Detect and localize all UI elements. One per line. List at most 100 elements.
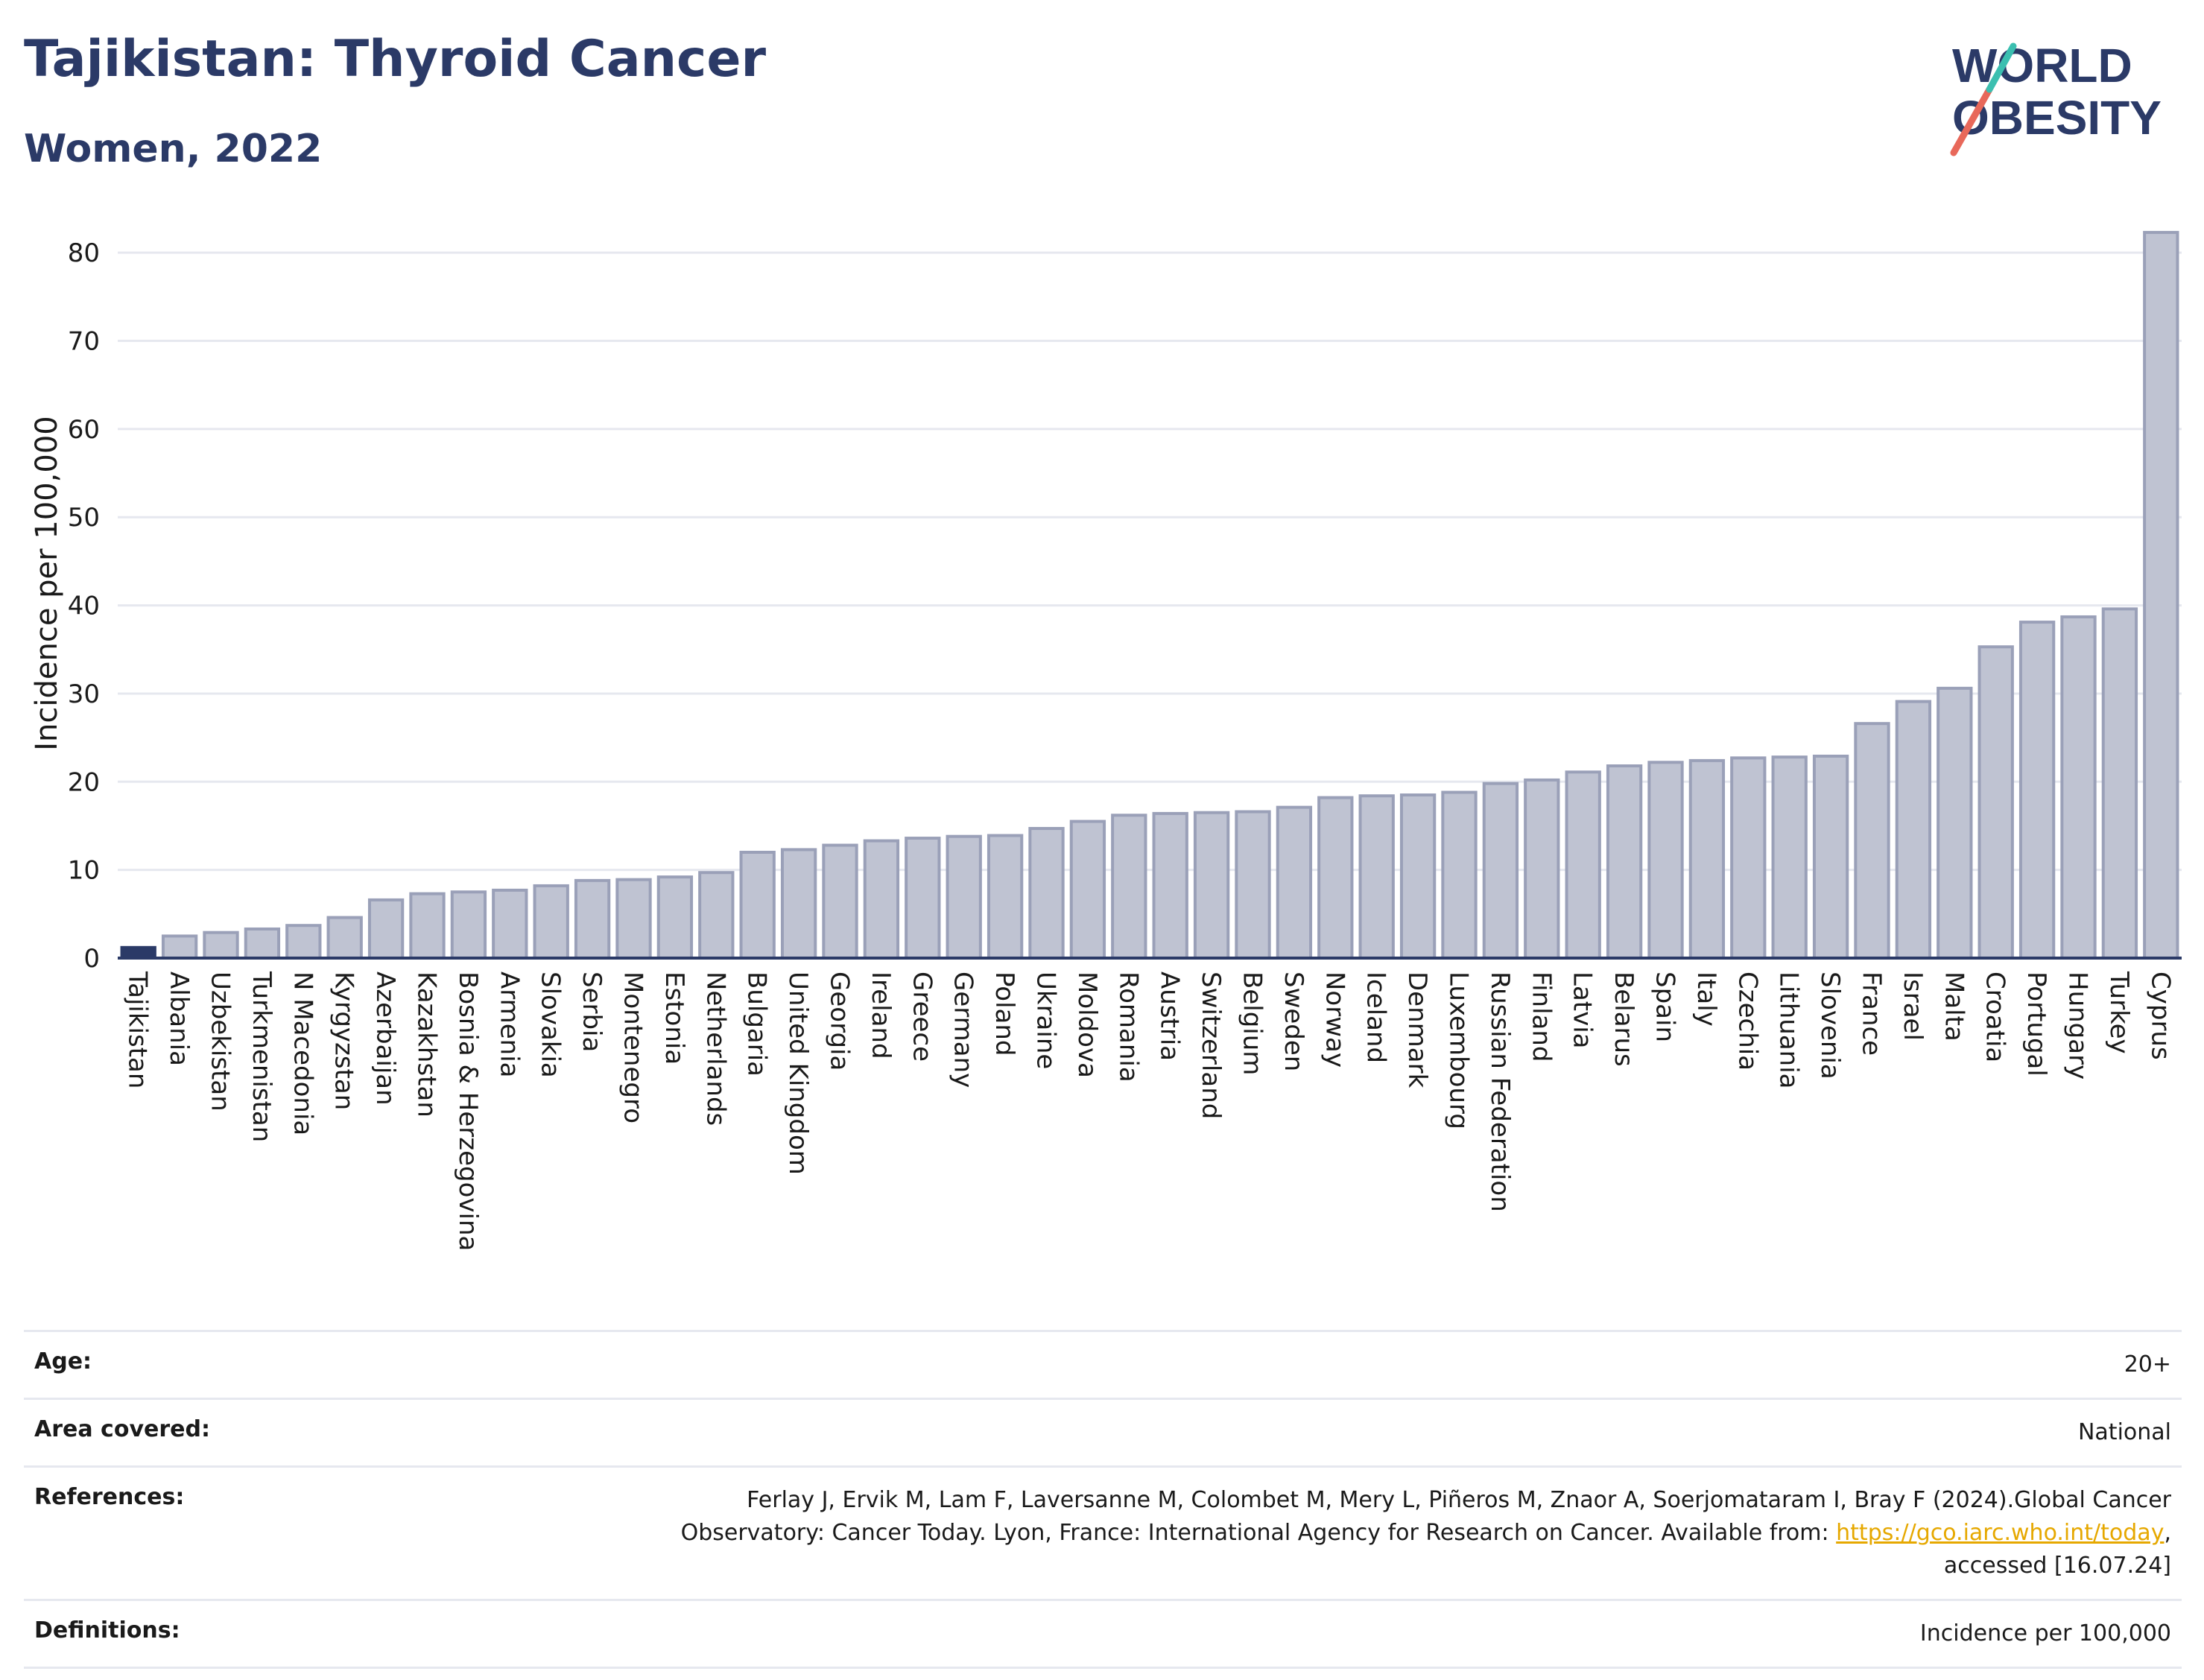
bar [244,927,281,960]
bar [1028,827,1065,960]
bar [698,871,735,960]
chart-subtitle: Women, 2022 [24,127,323,171]
references-link[interactable]: https://gco.iarc.who.int/today [1836,1520,2165,1546]
x-tick-label: Latvia [1568,971,1597,1049]
x-tick-label: Denmark [1402,971,1432,1088]
info-row-definitions: Definitions: Incidence per 100,000 [24,1599,2182,1669]
x-tick-label: Belgium [1238,971,1267,1075]
x-tick-label: Kyrgyzstan [329,971,359,1110]
info-table: Age: 20+ Area covered: National Referenc… [24,1330,2182,1669]
bar [1193,811,1230,960]
x-tick-label: Iceland [1361,971,1391,1063]
bar [2060,615,2097,960]
bar [367,898,405,960]
bar [1358,794,1395,960]
definitions-label: Definitions: [34,1617,180,1643]
bar [615,878,652,960]
area-value: National [2077,1419,2171,1445]
bar [1647,761,1684,960]
bar [1152,811,1188,960]
bar [1482,782,1519,960]
x-tick-label: Bulgaria [742,971,772,1077]
bar [1977,645,2014,960]
y-tick-label: 40 [68,592,100,621]
x-tick-label: Ukraine [1031,971,1061,1069]
bar [2143,230,2179,960]
bar [120,945,156,960]
x-tick-label: Israel [1898,971,1928,1041]
bar [1854,722,1890,960]
x-tick-label: Kazakhstan [412,971,442,1118]
bar [533,884,569,960]
x-tick-label: Spain [1650,971,1680,1042]
y-tick-label: 0 [83,944,100,974]
bar [2018,621,2056,960]
bar [780,848,817,960]
x-tick-label: Montenegro [618,971,648,1123]
bar [987,834,1024,960]
x-tick-label: Austria [1155,971,1185,1061]
bar [1812,754,1849,960]
references-text-3: accessed [16.07.24] [1943,1553,2171,1579]
x-tick-label: Poland [989,971,1019,1056]
x-tick-label: Portugal [2021,971,2051,1077]
x-tick-label: Czechia [1732,971,1762,1071]
x-tick-label: Serbia [577,971,607,1052]
x-tick-label: N Macedonia [288,971,317,1135]
bar [1111,814,1147,960]
y-axis-title: Incidence per 100,000 [30,416,64,751]
bar [1688,758,1726,960]
bar [161,934,198,960]
x-tick-label: Norway [1320,971,1349,1068]
age-label: Age: [34,1348,92,1375]
x-tick-label: Turkmenistan [247,971,276,1142]
bar [946,834,982,960]
bar [1895,700,1932,960]
bar [1069,820,1106,960]
bar [326,916,363,960]
y-tick-label: 60 [68,415,100,445]
x-tick-label: Luxembourg [1444,971,1474,1129]
logo-slash-teal [1986,42,2017,93]
x-tick-label: Albania [164,971,194,1066]
bar [905,837,941,960]
world-obesity-logo: WORLD OBESITY [1950,39,2162,156]
bar [656,875,694,960]
x-tick-label: Greece [907,971,937,1062]
x-tick-label: Ireland [866,971,896,1059]
x-tick-label: Slovenia [1815,971,1845,1080]
x-tick-label: Croatia [1980,971,2010,1062]
x-tick-label: Armenia [494,971,524,1078]
definitions-value: Incidence per 100,000 [1919,1620,2171,1646]
logo-word-world: WORLD [1952,39,2132,92]
bar [492,888,528,960]
chart-title: Tajikistan: Thyroid Cancer [24,30,766,89]
bar [574,878,611,960]
bar [1730,756,1767,960]
references-text-2: Observatory: Cancer Today. Lyon, France:… [680,1520,1829,1546]
bar [1771,755,1808,960]
bar [1606,764,1643,960]
references-value: Ferlay J, Ervik M, Lam F, Laversanne M, … [681,1484,2171,1582]
x-tick-label: Sweden [1279,971,1308,1071]
info-row-area: Area covered: National [24,1398,2182,1465]
x-tick-label: Estonia [659,971,689,1065]
x-tick-label: Switzerland [1196,971,1226,1119]
x-tick-label: Russian Federation [1485,971,1515,1212]
x-tick-label: Hungary [2063,971,2093,1080]
bar [863,839,900,960]
y-tick-label: 10 [68,856,100,886]
x-tick-label: Italy [1691,971,1721,1027]
x-tick-label: Germany [949,971,978,1088]
age-value: 20+ [2124,1351,2171,1378]
y-tick-label: 70 [68,327,100,357]
x-tick-label: Belarus [1609,971,1638,1067]
x-tick-label: Uzbekistan [206,971,235,1112]
bar [1276,805,1313,960]
y-tick-label: 30 [68,679,100,709]
x-tick-label: Cyprus [2145,971,2175,1060]
bar [1441,790,1478,960]
references-comma: , [2164,1520,2171,1546]
x-tick-label: Bosnia & Herzegovina [453,971,483,1251]
logo-slash-red [1950,86,1993,156]
